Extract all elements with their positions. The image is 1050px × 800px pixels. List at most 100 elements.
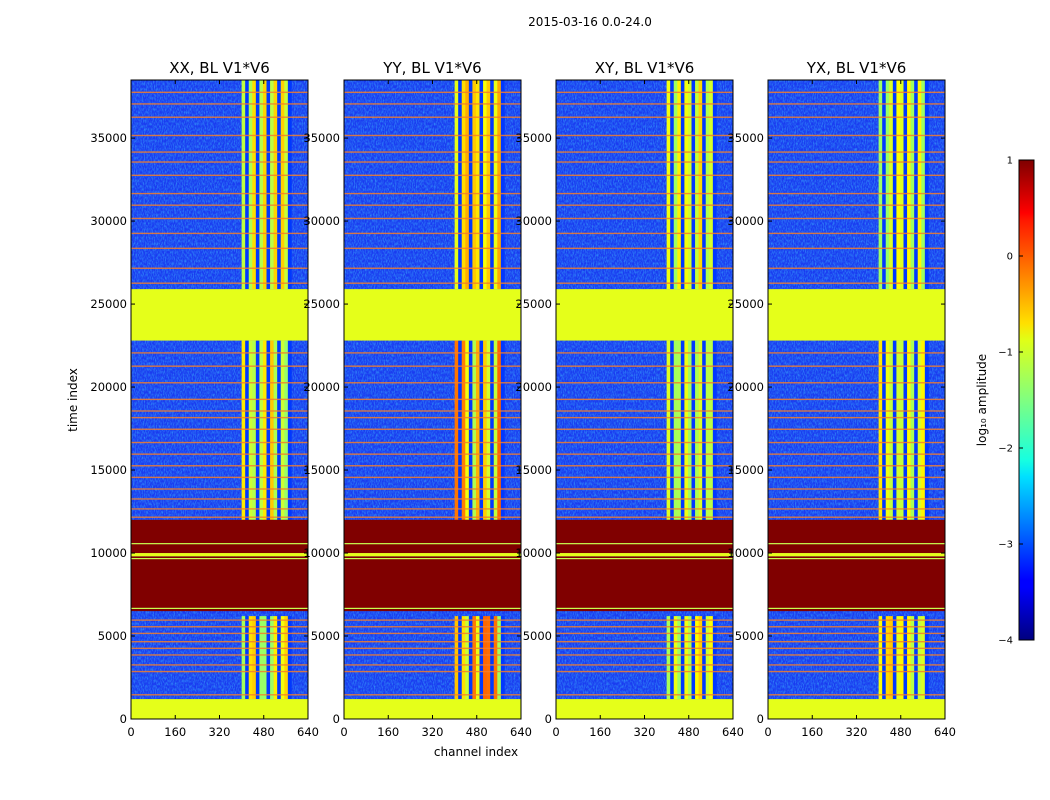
- flag-line: [768, 694, 945, 696]
- x-tick-label: 480: [253, 725, 275, 739]
- flag-line: [344, 232, 521, 235]
- band-0: [131, 699, 308, 719]
- flag-line: [344, 640, 521, 643]
- flag-line: [556, 134, 733, 137]
- channel-stripe: [287, 340, 292, 520]
- channel-stripe: [284, 340, 289, 520]
- flag-line: [768, 543, 945, 545]
- flag-line: [131, 116, 308, 118]
- flag-line: [556, 441, 733, 444]
- flag-line: [344, 382, 521, 384]
- y-tick-label: 10000: [303, 546, 340, 560]
- panel-title: YY, BL V1*V6: [382, 59, 481, 77]
- flag-line: [768, 232, 945, 235]
- flag-line: [768, 134, 945, 137]
- channel-stripe: [479, 80, 484, 290]
- channel-stripe: [684, 80, 689, 290]
- channel-stripe: [924, 340, 929, 520]
- y-tick-label: 15000: [727, 463, 764, 477]
- flag-line: [768, 204, 945, 206]
- flag-line: [344, 632, 521, 635]
- channel-stripe: [245, 616, 250, 700]
- flag-line: [131, 619, 308, 621]
- channel-stripe: [903, 340, 908, 520]
- y-tick-label: 5000: [98, 629, 127, 643]
- flag-line: [344, 543, 521, 545]
- flag-line: [131, 352, 308, 354]
- flag-line: [344, 476, 521, 479]
- channel-stripe: [259, 340, 264, 520]
- channel-stripe: [472, 80, 477, 290]
- flag-line: [344, 267, 521, 269]
- channel-stripe: [486, 616, 491, 700]
- channel-stripe: [910, 340, 915, 520]
- flag-line: [556, 416, 733, 419]
- channel-stripe: [490, 80, 495, 290]
- y-tick-label: 10000: [515, 546, 552, 560]
- flag-line: [768, 416, 945, 419]
- flag-line: [344, 91, 521, 94]
- channel-stripe: [878, 340, 883, 520]
- channel-stripe: [493, 80, 498, 290]
- channel-stripe: [896, 616, 901, 700]
- channel-stripe: [490, 340, 495, 520]
- heatmap-panel-3: XY, BL V1*V6 0 160 320 480 640 0 5000 10000 15000…: [515, 59, 744, 739]
- colorbar-label: log₁₀ amplitude: [975, 354, 989, 446]
- flag-line: [556, 398, 733, 401]
- flag-line: [556, 626, 733, 628]
- flag-line: [556, 558, 733, 560]
- x-tick-label: 160: [164, 725, 186, 739]
- channel-stripe: [896, 80, 901, 290]
- flag-line: [556, 103, 733, 105]
- flag-line: [131, 508, 308, 510]
- flag-line: [768, 382, 945, 384]
- flag-line: [556, 664, 733, 666]
- channel-stripe: [670, 616, 675, 700]
- y-tick-label: 35000: [90, 131, 127, 145]
- channel-stripe: [486, 340, 491, 520]
- channel-stripe: [889, 616, 894, 700]
- channel-stripe: [698, 340, 703, 520]
- y-tick-label: 20000: [727, 380, 764, 394]
- channel-stripe: [680, 340, 685, 520]
- flag-line: [556, 161, 733, 163]
- flag-line: [556, 192, 733, 195]
- flag-line: [556, 174, 733, 177]
- heatmap-panel-1: XX, BL V1*V6 0 160 320 480 640 0 5000 10000 15000…: [90, 59, 319, 739]
- channel-stripe: [914, 80, 919, 290]
- channel-stripe: [684, 340, 689, 520]
- x-tick-label: 0: [764, 725, 771, 739]
- channel-stripe: [241, 80, 246, 290]
- channel-stripe: [465, 80, 470, 290]
- y-tick-label: 20000: [303, 380, 340, 394]
- y-tick-label: 25000: [303, 297, 340, 311]
- flag-line: [344, 654, 521, 656]
- y-tick-label: 0: [545, 712, 552, 726]
- channel-stripe: [255, 616, 260, 700]
- flag-line: [556, 382, 733, 384]
- flag-line: [768, 498, 945, 500]
- y-tick-label: 10000: [727, 546, 764, 560]
- flag-line: [556, 516, 733, 518]
- channel-stripe: [497, 80, 502, 290]
- flag-line: [131, 428, 308, 430]
- channel-stripe: [903, 616, 908, 700]
- flag-line: [131, 558, 308, 560]
- channel-stripe: [680, 80, 685, 290]
- channel-stripe: [921, 616, 926, 700]
- channel-stripe: [666, 340, 671, 520]
- channel-stripe: [497, 616, 502, 700]
- flag-line: [768, 516, 945, 518]
- x-tick-label: 640: [510, 725, 532, 739]
- flag-line: [768, 670, 945, 673]
- channel-stripe: [712, 80, 717, 290]
- x-axis-label: channel index: [434, 745, 518, 759]
- flag-line: [131, 626, 308, 628]
- channel-stripe: [882, 616, 887, 700]
- flag-line: [768, 410, 945, 412]
- y-axis-label: time index: [66, 368, 80, 432]
- flag-line: [131, 398, 308, 401]
- x-tick-label: 480: [890, 725, 912, 739]
- channel-stripe: [241, 616, 246, 700]
- flag-line: [768, 476, 945, 479]
